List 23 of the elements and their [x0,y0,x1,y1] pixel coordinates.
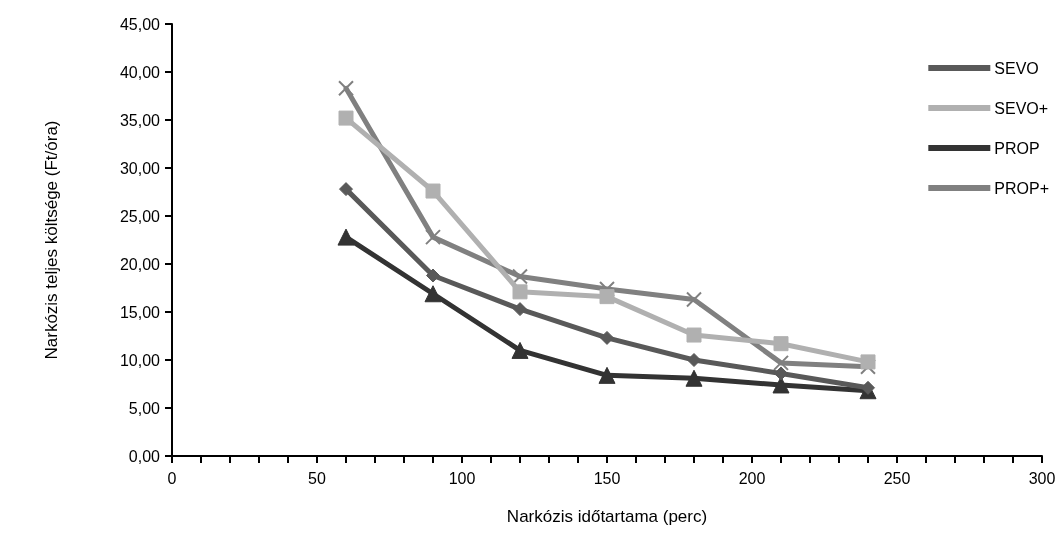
y-tick-label: 20,00 [119,255,161,273]
y-tick-label: 40,00 [119,63,161,81]
y-tick-label: 10,00 [119,351,161,369]
x-tick-label: 300 [1028,469,1056,487]
x-tick-label: 150 [593,469,621,487]
legend-label: SEVO [994,59,1039,77]
y-tick-label: 0,00 [128,447,161,465]
y-tick-label: 15,00 [119,303,161,321]
x-tick-label: 100 [448,469,476,487]
y-tick-label: 30,00 [119,159,161,177]
x-tick-label: 50 [308,469,326,487]
x-tick-label: 0 [167,469,177,487]
y-tick-label: 45,00 [119,15,161,33]
legend-label: SEVO+ [994,99,1049,117]
y-tick-label: 5,00 [128,399,161,417]
x-axis-title: Narkózis időtartama (perc) [506,507,708,526]
x-tick-label: 200 [738,469,766,487]
legend-label: PROP+ [994,179,1049,197]
legend-label: PROP [994,139,1040,157]
x-tick-label: 250 [883,469,911,487]
y-axis-title: Narkózis teljes költsége (Ft/óra) [42,120,61,360]
y-tick-label: 25,00 [119,207,161,225]
y-tick-label: 35,00 [119,111,161,129]
